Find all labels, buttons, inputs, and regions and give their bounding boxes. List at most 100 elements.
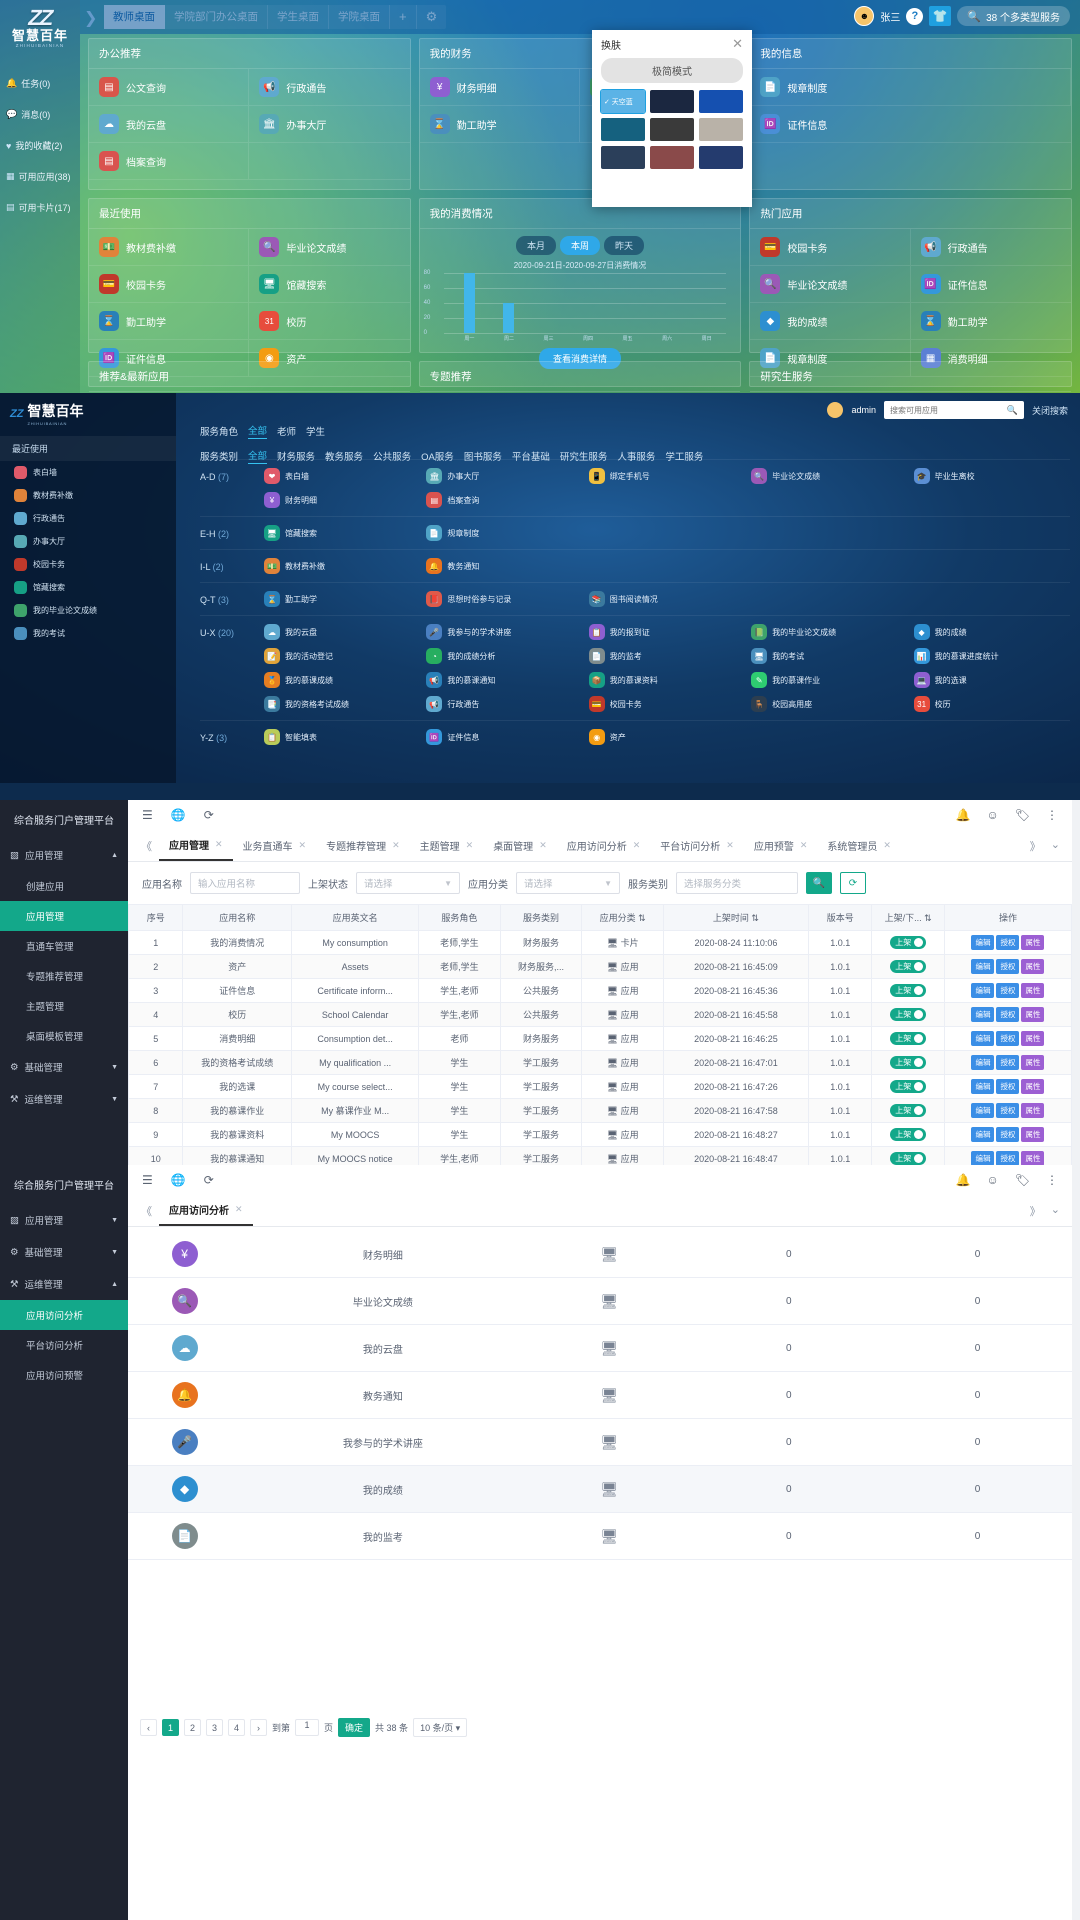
properties-button[interactable]: 属性 xyxy=(1021,1007,1045,1022)
authorize-button[interactable]: 授权 xyxy=(996,1031,1020,1046)
submenu-desktop-template-management[interactable]: 桌面模板管理 xyxy=(26,1032,84,1043)
app-item[interactable]: 💵 教材费补缴 xyxy=(264,558,420,574)
admin-tab[interactable]: 业务直通车 ✕ xyxy=(233,831,317,860)
app-item[interactable]: ◉ 资产 xyxy=(588,729,745,745)
menu-ops-management[interactable]: ⚒ 运维管理 ▼ xyxy=(0,1083,128,1115)
app-item[interactable]: ❤ 表白墙 xyxy=(264,468,420,484)
app-item[interactable]: ▦ 消费明细 xyxy=(910,340,1071,377)
app-item[interactable]: 🆔 证件信息 xyxy=(910,266,1071,303)
more-icon[interactable]: ⋮ xyxy=(1046,808,1058,822)
properties-button[interactable]: 属性 xyxy=(1021,1079,1045,1094)
page-number-button[interactable]: 3 xyxy=(206,1719,223,1736)
close-icon[interactable]: ✕ xyxy=(799,840,808,850)
close-search-button[interactable]: 关闭搜索 xyxy=(1031,405,1068,416)
app-item[interactable]: 🪑 校园高用座 xyxy=(751,696,907,712)
chevron-down-icon[interactable]: ⌄ xyxy=(1050,1203,1060,1216)
table-column-header[interactable]: 版本号 xyxy=(807,904,873,931)
skin-swatch[interactable] xyxy=(699,146,743,169)
app-item[interactable]: ⌛ 勤工助学 xyxy=(419,106,580,143)
close-icon[interactable]: ✕ xyxy=(465,840,474,850)
edit-button[interactable]: 编辑 xyxy=(971,1127,995,1142)
tabs-collapse-icon[interactable]: 《 xyxy=(141,840,152,853)
app-item[interactable]: 📦 我的慕课资料 xyxy=(588,672,745,688)
edit-button[interactable]: 编辑 xyxy=(971,1007,995,1022)
authorize-button[interactable]: 授权 xyxy=(996,1055,1020,1070)
app-item[interactable]: 🖥 馆藏搜索 xyxy=(249,266,410,303)
admin-tab[interactable]: 桌面管理 ✕ xyxy=(483,831,557,860)
recent-list-item[interactable]: 办事大厅 xyxy=(0,530,176,553)
close-icon[interactable]: ✕ xyxy=(732,36,743,51)
sidebar-item-messages[interactable]: 💬 消息(0) xyxy=(0,99,80,130)
app-item[interactable]: 💻 我的选课 xyxy=(913,672,1070,688)
confirm-button[interactable]: 确定 xyxy=(338,1718,371,1737)
app-item[interactable]: ✎ 我的慕课作业 xyxy=(751,672,907,688)
skin-swatch[interactable] xyxy=(699,118,743,141)
app-item[interactable]: ¥ 财务明细 xyxy=(264,492,420,508)
page-number-button[interactable]: 4 xyxy=(228,1719,245,1736)
app-item[interactable]: ◔ 我的成绩分析 xyxy=(426,648,582,664)
category-option[interactable]: 人事服务 xyxy=(617,452,656,463)
app-item[interactable]: 💳 校园卡务 xyxy=(588,696,745,712)
authorize-button[interactable]: 授权 xyxy=(996,1103,1020,1118)
shelf-toggle[interactable]: 上架 xyxy=(890,1032,927,1045)
edit-button[interactable]: 编辑 xyxy=(971,983,995,998)
admin-tab[interactable]: 主题管理 ✕ xyxy=(410,831,484,860)
table-column-header[interactable]: 序号 xyxy=(127,904,184,931)
app-item[interactable]: 31 校历 xyxy=(913,696,1070,712)
analytics-row[interactable]: 🔔 教务通知 🖥 0 0 xyxy=(128,1371,1072,1419)
properties-button[interactable]: 属性 xyxy=(1021,1055,1045,1070)
recent-list-item[interactable]: 表白墙 xyxy=(0,461,176,484)
app-item[interactable]: ◆ 我的成绩 xyxy=(913,624,1070,640)
app-item[interactable]: 31 校历 xyxy=(249,303,410,340)
admin-tab[interactable]: 专题推荐管理 ✕ xyxy=(316,831,410,860)
app-item[interactable]: 📄 规章制度 xyxy=(750,69,1071,106)
category-option[interactable]: 教务服务 xyxy=(325,452,364,463)
tab-app-access-analysis[interactable]: 应用访问分析 ✕ xyxy=(159,1195,253,1226)
authorize-button[interactable]: 授权 xyxy=(996,1151,1020,1165)
app-class-select[interactable]: 请选择 ▼ xyxy=(516,872,620,894)
help-icon[interactable]: ? xyxy=(906,7,924,25)
role-option-teacher[interactable]: 老师 xyxy=(277,427,297,438)
table-column-header[interactable]: 上架时间 ⇅ xyxy=(662,904,809,931)
skin-swatch[interactable] xyxy=(650,146,694,169)
refresh-icon[interactable]: ⟳ xyxy=(203,808,214,822)
menu-ops-management[interactable]: ⚒ 运维管理 ▲ xyxy=(0,1268,128,1300)
app-class-cell[interactable]: 🖥 应用 xyxy=(581,1146,664,1165)
shelf-toggle[interactable]: 上架 xyxy=(890,1080,927,1093)
table-column-header[interactable]: 服务角色 xyxy=(418,904,501,931)
app-item[interactable]: 📕 思想时俗参与记录 xyxy=(426,591,582,607)
close-icon[interactable]: ✕ xyxy=(235,1204,243,1214)
app-item[interactable]: ▤ 档案查询 xyxy=(426,492,582,508)
app-item[interactable]: ☁ 我的云盘 xyxy=(264,624,420,640)
skin-swatch[interactable] xyxy=(699,90,743,113)
app-item[interactable]: 📢 我的慕课通知 xyxy=(426,672,582,688)
bell-icon[interactable]: 🔔 xyxy=(955,808,971,822)
chart-tab-month[interactable]: 本月 xyxy=(515,236,556,255)
face-icon[interactable]: ☺ xyxy=(986,808,999,822)
close-icon[interactable]: ✕ xyxy=(539,840,547,850)
sidebar-item-tasks[interactable]: 🔔 任务(0) xyxy=(0,68,80,99)
skin-icon[interactable]: 👕 xyxy=(929,6,952,26)
submenu-app-access-warning[interactable]: 应用访问预警 xyxy=(26,1371,84,1382)
app-item[interactable]: 📋 我的报到证 xyxy=(588,624,745,640)
shelf-state-cell[interactable]: 上架 xyxy=(871,1122,945,1147)
skin-swatch[interactable]: ✓ 天空蓝 xyxy=(600,89,646,114)
recent-list-item[interactable]: 校园卡务 xyxy=(0,553,176,576)
shelf-state-cell[interactable]: 上架 xyxy=(871,1074,945,1099)
app-item[interactable]: 📄 我的监考 xyxy=(588,648,745,664)
goto-page-input[interactable]: 1 xyxy=(295,1719,320,1736)
reset-button[interactable]: ⟳ xyxy=(840,872,866,894)
menu-base-management[interactable]: ⚙ 基础管理 ▼ xyxy=(0,1051,128,1083)
app-item[interactable]: ▤ 公文查询 xyxy=(89,69,250,106)
category-option[interactable]: 公共服务 xyxy=(373,452,412,463)
edit-button[interactable]: 编辑 xyxy=(971,959,995,974)
tabs-overflow-icon[interactable]: 》 xyxy=(1029,1205,1041,1218)
authorize-button[interactable]: 授权 xyxy=(996,959,1020,974)
properties-button[interactable]: 属性 xyxy=(1021,1103,1045,1118)
properties-button[interactable]: 属性 xyxy=(1021,959,1045,974)
shelf-state-cell[interactable]: 上架 xyxy=(871,1026,945,1051)
app-item[interactable]: 📊 我的慕课进度统计 xyxy=(913,648,1070,664)
app-item[interactable]: 🔍 毕业论文成绩 xyxy=(750,266,911,303)
table-column-header[interactable]: 应用分类 ⇅ xyxy=(581,904,664,931)
table-column-header[interactable]: 服务类别 xyxy=(499,904,583,931)
